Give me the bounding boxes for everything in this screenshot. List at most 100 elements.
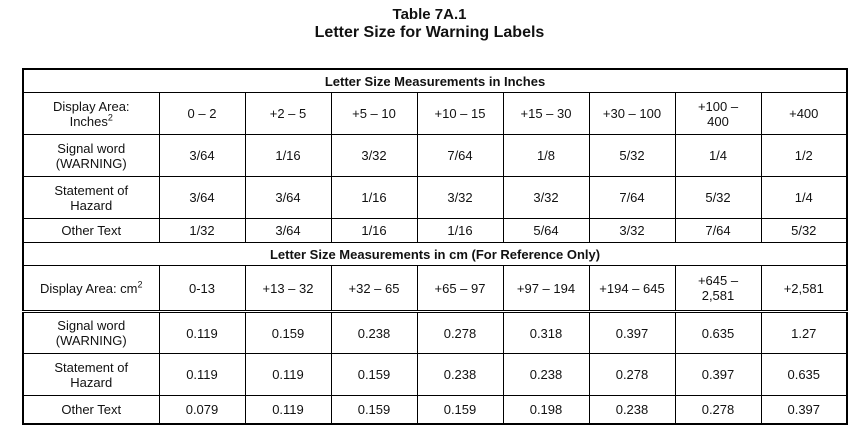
header-cell: +13 – 32 [244,265,332,312]
label-sup: 2 [107,112,113,123]
data-cell: 0.238 [588,395,676,424]
header-text: 0 – 2 [187,106,217,121]
header-cell: +10 – 15 [416,92,504,135]
table-title: Table 7A.1 [392,6,467,23]
data-cell: 0.635 [674,310,762,354]
row-label: Signal word (WARNING) [22,310,160,354]
header-cell: +100 – 400 [674,92,762,135]
row-label: Other Text [22,218,160,243]
data-row: Other Text 0.079 0.119 0.159 0.159 0.198 0.238… [22,395,848,424]
data-cell: 0.238 [502,353,590,396]
header-cell: +2 – 5 [244,92,332,135]
data-cell: 3/32 [588,218,676,243]
data-cell: 0.198 [502,395,590,424]
header-cell: +194 – 645 [588,265,676,312]
header-cell: 0 – 2 [158,92,246,135]
section-row: Letter Size Measurements in Inches [22,68,848,93]
row-label: Signal word (WARNING) [22,134,160,177]
data-cell: 3/64 [244,176,332,219]
data-row: Other Text 1/32 3/64 1/16 1/16 5/64 3/32 7/64 5/… [22,218,848,243]
data-cell: 7/64 [588,176,676,219]
data-cell: 5/32 [588,134,676,177]
header-text: +400 [789,106,819,121]
data-row: Statement of Hazard 3/64 3/64 1/16 3/32 3/32 7… [22,176,848,219]
data-cell: 0.278 [416,310,504,354]
label-sup: 2 [137,279,143,290]
data-cell: 0.238 [330,310,418,354]
row-label: Display Area: cm2 [22,265,160,312]
header-cell: +30 – 100 [588,92,676,135]
data-cell: 1/16 [330,176,418,219]
data-cell: 0.159 [244,310,332,354]
label-text: Display Area: cm [39,280,138,296]
data-cell: 1/8 [502,134,590,177]
data-cell: 3/32 [416,176,504,219]
section-row: Letter Size Measurements in cm (For Refe… [22,242,848,266]
data-cell: 0.159 [330,395,418,424]
data-cell: 5/32 [760,218,848,243]
data-cell: 3/64 [244,218,332,243]
data-cell: 3/64 [158,176,246,219]
header-text: +2 – 5 [269,106,307,121]
data-cell: 3/32 [502,176,590,219]
data-cell: 1/16 [330,218,418,243]
data-row: Signal word (WARNING) 0.119 0.159 0.238 0.27… [22,310,848,354]
section-heading: Letter Size Measurements in cm (For Refe… [22,242,848,266]
header-text: +32 – 65 [348,280,400,296]
data-cell: 0.278 [588,353,676,396]
header-text: +645 – 2,581 [697,273,739,303]
data-cell: 0.238 [416,353,504,396]
header-text: +15 – 30 [520,106,572,121]
row-label: Statement of Hazard [22,176,160,219]
data-cell: 3/64 [158,134,246,177]
data-row: Statement of Hazard 0.119 0.119 0.159 0.238 0… [22,353,848,396]
header-cell: +32 – 65 [330,265,418,312]
data-cell: 0.159 [330,353,418,396]
header-text: +30 – 100 [602,106,662,121]
data-cell: 0.119 [158,310,246,354]
letter-size-table: Letter Size Measurements in Inches Displa… [22,68,849,425]
header-text: +10 – 15 [434,106,486,121]
data-cell: 1/4 [674,134,762,177]
data-cell: 0.159 [416,395,504,424]
header-row: Display Area: cm2 0-13 +13 – 32 +32 – 65 +65… [22,265,848,312]
data-cell: 0.119 [244,353,332,396]
data-cell: 0.278 [674,395,762,424]
data-cell: 1/16 [416,218,504,243]
data-cell: 0.079 [158,395,246,424]
data-cell: 0.397 [760,395,848,424]
header-cell: +400 [760,92,848,135]
data-cell: 0.119 [244,395,332,424]
data-cell: 1.27 [760,310,848,354]
data-cell: 0.119 [158,353,246,396]
data-cell: 0.635 [760,353,848,396]
header-cell: +97 – 194 [502,265,590,312]
header-text: +194 – 645 [599,280,665,296]
header-cell: +2,581 [760,265,848,312]
header-text: +2,581 [783,280,824,296]
data-cell: 0.397 [674,353,762,396]
data-cell: 3/32 [330,134,418,177]
header-text: +5 – 10 [352,106,396,121]
data-cell: 1/2 [760,134,848,177]
data-cell: 5/64 [502,218,590,243]
table-subtitle: Letter Size for Warning Labels [314,24,545,41]
header-text: +97 – 194 [516,280,576,296]
data-row: Signal word (WARNING) 3/64 1/16 3/32 7/64 1/8… [22,134,848,177]
label-text: Display Area: Inches [52,98,130,129]
header-cell: +5 – 10 [330,92,418,135]
data-cell: 7/64 [416,134,504,177]
data-cell: 1/16 [244,134,332,177]
header-cell: +645 – 2,581 [674,265,762,312]
row-label: Other Text [22,395,160,424]
data-cell: 5/32 [674,176,762,219]
header-cell: 0-13 [158,265,246,312]
header-text: +13 – 32 [262,280,314,296]
data-cell: 7/64 [674,218,762,243]
data-cell: 1/4 [760,176,848,219]
header-cell: +15 – 30 [502,92,590,135]
data-cell: 0.318 [502,310,590,354]
header-cell: +65 – 97 [416,265,504,312]
data-cell: 1/32 [158,218,246,243]
